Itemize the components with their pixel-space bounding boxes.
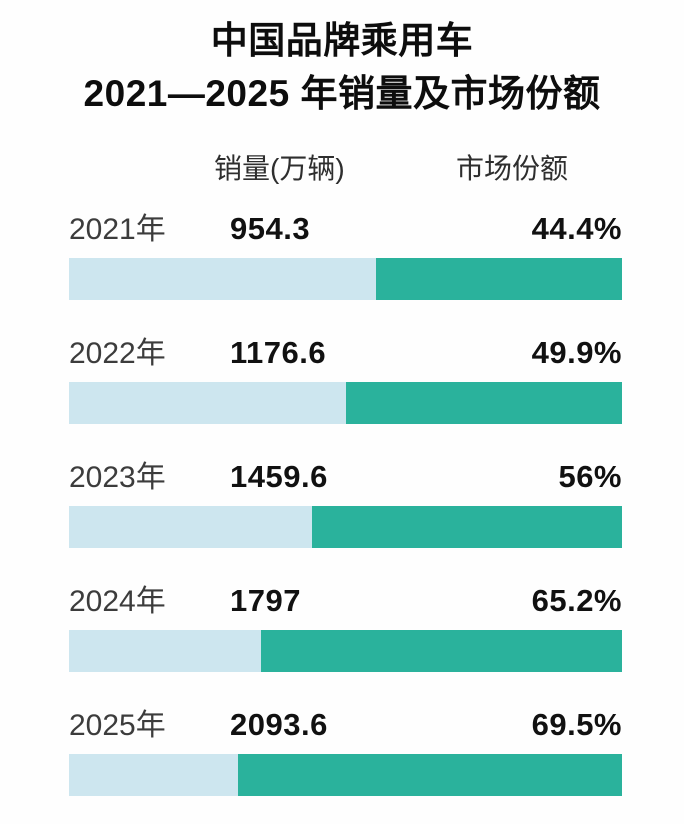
column-headers: 销量(万辆) 市场份额 (69, 151, 622, 187)
year-label: 2021年 (69, 213, 166, 246)
bar-share-segment (237, 754, 622, 796)
chart-row-2023: 2023年 1459.6 56% (69, 457, 622, 548)
share-value: 49.9% (531, 335, 622, 370)
share-value: 69.5% (531, 707, 622, 742)
row-labels: 2021年 954.3 44.4% (69, 209, 622, 250)
column-header-share: 市场份额 (455, 153, 568, 184)
chart-title-line-1: 中国品牌乘用车 (210, 20, 474, 61)
sales-value: 954.3 (230, 211, 311, 246)
stacked-bar (69, 382, 622, 424)
chart-row-2021: 2021年 954.3 44.4% (69, 209, 622, 300)
sales-value: 1176.6 (230, 335, 327, 370)
bar-remainder-segment (69, 630, 262, 672)
chart-row-2024: 2024年 1797 65.2% (69, 581, 622, 672)
share-value: 65.2% (531, 583, 622, 618)
bar-share-segment (312, 506, 622, 548)
sales-value: 1459.6 (230, 459, 328, 494)
share-value: 56% (558, 459, 622, 494)
share-value: 44.4% (531, 211, 622, 246)
chart-title-line-2: 2021—2025 年销量及市场份额 (83, 73, 601, 114)
sales-value: 2093.6 (230, 707, 328, 742)
column-header-sales: 销量(万辆) (214, 153, 345, 184)
row-labels: 2022年 1176.6 49.9% (69, 333, 622, 374)
sales-value: 1797 (230, 583, 301, 618)
bar-share-segment (376, 258, 622, 300)
chart-title: 中国品牌乘用车 2021—2025 年销量及市场份额 (0, 0, 684, 120)
year-label: 2024年 (69, 585, 166, 618)
stacked-bar (69, 258, 622, 300)
stacked-bar (69, 506, 622, 548)
bar-remainder-segment (69, 754, 238, 796)
bar-remainder-segment (69, 506, 313, 548)
stacked-bar (69, 754, 622, 796)
bar-share-segment (261, 630, 622, 672)
year-label: 2022年 (69, 337, 166, 370)
bar-share-segment (346, 382, 622, 424)
row-labels: 2025年 2093.6 69.5% (69, 705, 622, 746)
row-labels: 2023年 1459.6 56% (69, 457, 622, 498)
year-label: 2023年 (69, 461, 166, 494)
year-label: 2025年 (69, 709, 166, 742)
bar-remainder-segment (69, 258, 377, 300)
chart-row-2022: 2022年 1176.6 49.9% (69, 333, 622, 424)
row-labels: 2024年 1797 65.2% (69, 581, 622, 622)
chart-rows: 2021年 954.3 44.4% 2022年 1176.6 49.9% 2 (69, 209, 622, 796)
chart-row-2025: 2025年 2093.6 69.5% (69, 705, 622, 796)
stacked-bar (69, 630, 622, 672)
bar-remainder-segment (69, 382, 347, 424)
